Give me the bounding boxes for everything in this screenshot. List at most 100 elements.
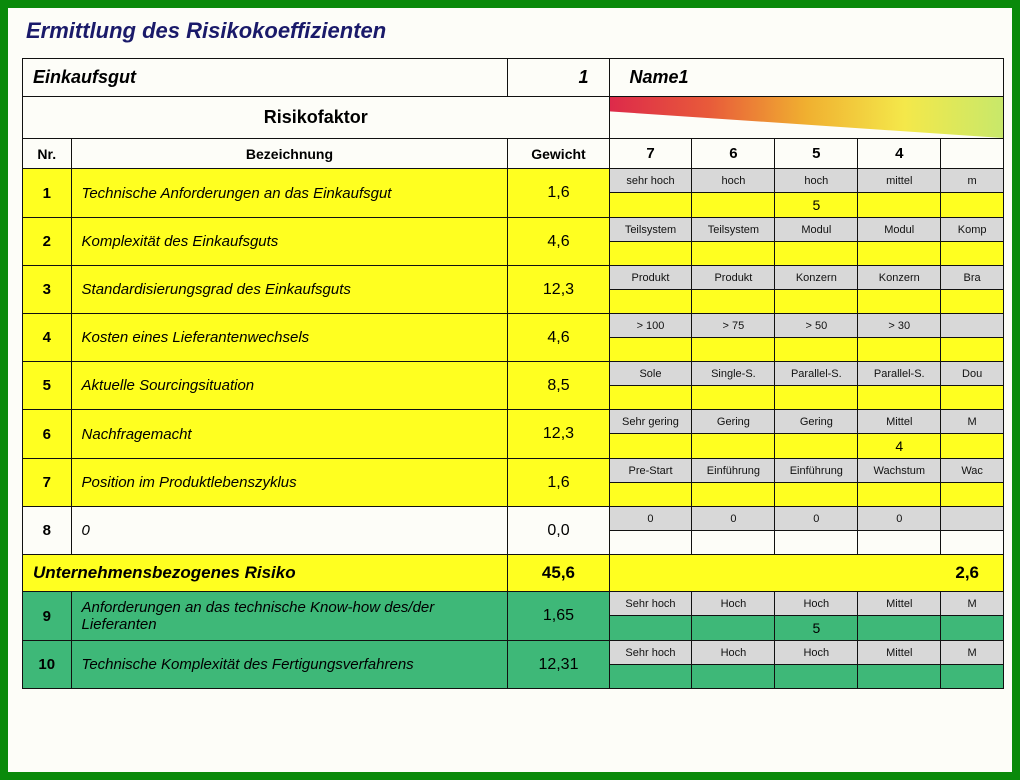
weight-cell[interactable]: 1,6 (508, 459, 609, 507)
weight-cell[interactable]: 4,6 (508, 314, 609, 362)
scale-value[interactable] (858, 531, 941, 555)
weight-cell[interactable]: 0,0 (508, 507, 609, 555)
worksheet: Einkaufsgut 1 Name1 Risikofaktor Nr. Bez… (22, 58, 1004, 689)
scale-value[interactable]: 5 (775, 193, 858, 218)
scale-label: Teilsystem (692, 218, 775, 242)
table-row: 9Anforderungen an das technische Know-ho… (23, 592, 1004, 616)
scale-value[interactable] (775, 242, 858, 266)
scale-value[interactable] (609, 434, 692, 459)
scale-value[interactable] (692, 616, 775, 641)
scale-label: Hoch (775, 592, 858, 616)
scale-label: m (941, 169, 1004, 193)
table-row: 3Standardisierungsgrad des Einkaufsguts1… (23, 266, 1004, 290)
scale-value[interactable] (692, 434, 775, 459)
nr-cell: 10 (23, 641, 72, 689)
scale-value[interactable] (692, 665, 775, 689)
scale-value[interactable] (858, 483, 941, 507)
scale-value[interactable] (941, 338, 1004, 362)
scale-value[interactable] (858, 338, 941, 362)
scale-value[interactable] (941, 665, 1004, 689)
desc-cell: Komplexität des Einkaufsguts (71, 218, 508, 266)
scale-value[interactable] (941, 242, 1004, 266)
scale-value[interactable] (609, 242, 692, 266)
scale-value[interactable] (858, 290, 941, 314)
scale-value[interactable] (609, 616, 692, 641)
scale-value[interactable] (609, 483, 692, 507)
scale-value[interactable] (609, 531, 692, 555)
scale-value[interactable] (775, 483, 858, 507)
nr-cell: 8 (23, 507, 72, 555)
scale-value[interactable] (858, 665, 941, 689)
scale-label: > 75 (692, 314, 775, 338)
desc-cell: Technische Anforderungen an das Einkaufs… (71, 169, 508, 218)
scale-value[interactable] (692, 483, 775, 507)
scale-label: Konzern (775, 266, 858, 290)
scale-value[interactable] (858, 242, 941, 266)
nr-cell: 2 (23, 218, 72, 266)
einkaufsgut-name[interactable]: Name1 (609, 59, 1003, 97)
summary-row: Unternehmensbezogenes Risiko 45,6 2,6 (23, 555, 1004, 592)
scale-label: Dou (941, 362, 1004, 386)
weight-cell[interactable]: 12,3 (508, 266, 609, 314)
nr-cell: 3 (23, 266, 72, 314)
scale-value[interactable] (941, 531, 1004, 555)
rating-6: 6 (692, 139, 775, 169)
app-frame: Ermittlung des Risikokoeffizienten Einka… (0, 0, 1020, 780)
scale-value[interactable] (609, 193, 692, 218)
scale-value[interactable]: 5 (775, 616, 858, 641)
einkaufsgut-value[interactable]: 1 (508, 59, 609, 97)
scale-value[interactable] (609, 665, 692, 689)
scale-value[interactable] (775, 665, 858, 689)
scale-value[interactable] (941, 193, 1004, 218)
scale-value[interactable] (692, 338, 775, 362)
scale-value[interactable] (775, 338, 858, 362)
nr-cell: 9 (23, 592, 72, 641)
desc-cell: 0 (71, 507, 508, 555)
scale-value[interactable] (775, 290, 858, 314)
section-header-row: Risikofaktor (23, 97, 1004, 139)
scale-value[interactable] (941, 616, 1004, 641)
scale-value[interactable] (858, 193, 941, 218)
scale-value[interactable] (858, 616, 941, 641)
scale-value[interactable] (941, 386, 1004, 410)
scale-value[interactable] (775, 531, 858, 555)
scale-value[interactable] (858, 386, 941, 410)
einkaufsgut-row: Einkaufsgut 1 Name1 (23, 59, 1004, 97)
scale-value[interactable] (941, 483, 1004, 507)
weight-cell[interactable]: 1,65 (508, 592, 609, 641)
risk-gradient (610, 97, 1003, 138)
scale-value[interactable] (941, 290, 1004, 314)
scale-label: M (941, 410, 1004, 434)
table-row: 10Technische Komplexität des Fertigungsv… (23, 641, 1004, 665)
nr-cell: 4 (23, 314, 72, 362)
scale-value[interactable] (609, 338, 692, 362)
scale-label: Konzern (858, 266, 941, 290)
scale-value[interactable] (609, 290, 692, 314)
nr-cell: 5 (23, 362, 72, 410)
scale-value[interactable] (692, 193, 775, 218)
weight-cell[interactable]: 12,3 (508, 410, 609, 459)
scale-value[interactable]: 4 (858, 434, 941, 459)
scale-label: M (941, 641, 1004, 665)
scale-value[interactable] (775, 386, 858, 410)
weight-cell[interactable]: 4,6 (508, 218, 609, 266)
scale-label: Wac (941, 459, 1004, 483)
scale-value[interactable] (609, 386, 692, 410)
weight-cell[interactable]: 8,5 (508, 362, 609, 410)
scale-label: 0 (609, 507, 692, 531)
scale-value[interactable] (692, 386, 775, 410)
table-row: 4Kosten eines Lieferantenwechsels4,6> 10… (23, 314, 1004, 338)
scale-value[interactable] (692, 290, 775, 314)
scale-value[interactable] (692, 531, 775, 555)
scale-label: Mittel (858, 592, 941, 616)
scale-value[interactable] (692, 242, 775, 266)
col-bezeichnung: Bezeichnung (71, 139, 508, 169)
table-row: 1Technische Anforderungen an das Einkauf… (23, 169, 1004, 193)
weight-cell[interactable]: 12,31 (508, 641, 609, 689)
weight-cell[interactable]: 1,6 (508, 169, 609, 218)
scale-label: Sehr hoch (609, 592, 692, 616)
rating-7: 7 (609, 139, 692, 169)
table-row: 800,00000 (23, 507, 1004, 531)
scale-value[interactable] (775, 434, 858, 459)
scale-value[interactable] (941, 434, 1004, 459)
